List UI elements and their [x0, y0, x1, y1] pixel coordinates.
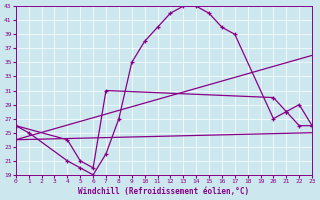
X-axis label: Windchill (Refroidissement éolien,°C): Windchill (Refroidissement éolien,°C)	[78, 187, 250, 196]
